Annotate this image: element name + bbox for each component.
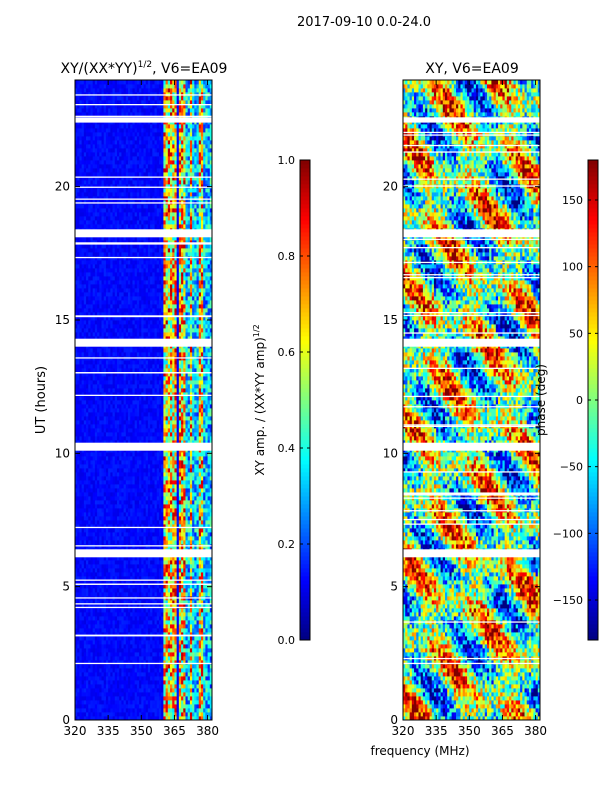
colorbar-tick-label: 0 bbox=[576, 394, 583, 407]
phase-title: XY, V6=EA09 bbox=[425, 61, 519, 77]
y-tick-label: 15 bbox=[383, 313, 398, 327]
colorbar-tick-label: 0.6 bbox=[278, 346, 296, 359]
colorbar-tick-label: 0.4 bbox=[278, 442, 296, 455]
phase-axes-ticks: 320 335 350 365 380 0 5 10 15 20 bbox=[383, 80, 547, 738]
y-tick-label: 5 bbox=[390, 580, 398, 594]
colorbar-tick-label: 0.0 bbox=[278, 634, 296, 647]
amplitude-heatmap bbox=[75, 80, 213, 721]
amplitude-title: XY/(XX*YY)1/2, V6=EA09 bbox=[61, 60, 228, 77]
phase-colorbar: −150 −100 −50 0 50 100 150 phase (deg) bbox=[534, 159, 599, 641]
x-tick-label: 350 bbox=[458, 724, 481, 738]
phase-colorbar-label: phase (deg) bbox=[534, 364, 548, 436]
y-tick-label: 15 bbox=[55, 313, 70, 327]
y-tick-label: 10 bbox=[55, 446, 70, 460]
colorbar-tick-label: 50 bbox=[569, 327, 583, 340]
phase-panel: XY, V6=EA09 320 335 350 365 380 0 5 10 15 20 freq… bbox=[370, 61, 547, 758]
colorbar-tick-label: 0.8 bbox=[278, 250, 296, 263]
colorbar-tick-label: −50 bbox=[560, 461, 583, 474]
amplitude-axes-ticks: 320 335 350 365 380 0 5 10 15 20 bbox=[55, 80, 219, 738]
x-tick-label: 320 bbox=[392, 724, 415, 738]
y-tick-label: 20 bbox=[55, 180, 70, 194]
x-tick-label: 365 bbox=[163, 724, 186, 738]
amplitude-ylabel: UT (hours) bbox=[34, 366, 49, 434]
y-tick-label: 0 bbox=[62, 713, 70, 727]
x-tick-label: 335 bbox=[425, 724, 448, 738]
colorbar-tick-label: 100 bbox=[562, 261, 583, 274]
x-tick-label: 365 bbox=[491, 724, 514, 738]
amplitude-axes-frame bbox=[74, 79, 213, 721]
x-tick-label: 335 bbox=[97, 724, 120, 738]
colorbar-tick-label: 0.2 bbox=[278, 538, 296, 551]
figure-suptitle: 2017-09-10 0.0-24.0 bbox=[297, 15, 431, 30]
amplitude-colorbar: 0.0 0.2 0.4 0.6 0.8 1.0 XY amp. / (XX*YY amp)… bbox=[252, 154, 311, 647]
y-tick-label: 20 bbox=[383, 180, 398, 194]
y-tick-label: 10 bbox=[383, 446, 398, 460]
frequency-xlabel: frequency (MHz) bbox=[370, 744, 469, 758]
colorbar-tick-label: −150 bbox=[553, 594, 583, 607]
phase-axes-frame bbox=[402, 79, 541, 721]
amplitude-colorbar-frame bbox=[299, 159, 311, 641]
phase-heatmap bbox=[403, 80, 541, 721]
amplitude-colorbar-label: XY amp. / (XX*YY amp)1/2 bbox=[252, 324, 267, 475]
colorbar-tick-label: 150 bbox=[562, 194, 583, 207]
x-tick-label: 320 bbox=[64, 724, 87, 738]
amplitude-panel: XY/(XX*YY)1/2, V6=EA09 320 335 350 365 380 0 5… bbox=[34, 60, 227, 738]
y-tick-label: 0 bbox=[390, 713, 398, 727]
colorbar-tick-label: 1.0 bbox=[278, 154, 296, 167]
y-tick-label: 5 bbox=[62, 580, 70, 594]
colorbar-tick-label: −100 bbox=[553, 527, 583, 540]
x-tick-label: 380 bbox=[196, 724, 219, 738]
x-tick-label: 350 bbox=[130, 724, 153, 738]
x-tick-label: 380 bbox=[524, 724, 547, 738]
